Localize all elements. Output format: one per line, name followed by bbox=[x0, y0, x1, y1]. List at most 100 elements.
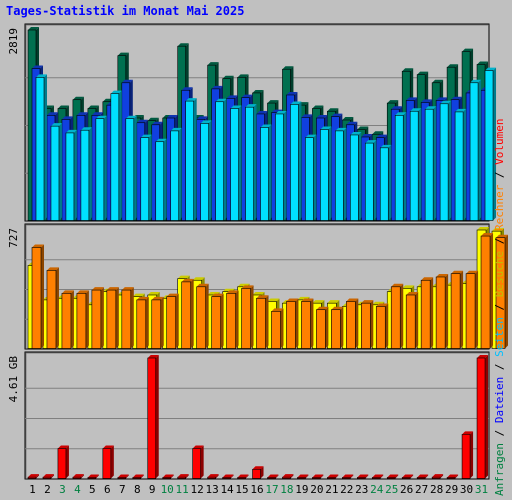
x-tick-label: 4 bbox=[74, 483, 81, 496]
bar-rechner bbox=[46, 267, 59, 349]
bar-seiten bbox=[155, 138, 167, 221]
legend-entry: / bbox=[493, 231, 506, 251]
bar-seiten bbox=[394, 112, 407, 221]
bar-seiten bbox=[65, 129, 77, 221]
x-tick-label: 29 bbox=[445, 483, 458, 496]
legend-entry: / bbox=[493, 357, 506, 377]
bar-volumen bbox=[147, 355, 159, 479]
bar-seiten bbox=[185, 98, 197, 221]
x-tick-label: 5 bbox=[89, 483, 96, 496]
bar-volumen bbox=[356, 474, 369, 479]
bar-seiten bbox=[50, 123, 62, 221]
x-tick-label: 10 bbox=[161, 483, 174, 496]
x-tick-label: 12 bbox=[191, 483, 204, 496]
x-tick-label: 14 bbox=[220, 483, 234, 496]
bar-volumen bbox=[431, 474, 444, 479]
bar-seiten bbox=[484, 67, 497, 221]
bar-rechner bbox=[196, 283, 209, 349]
legend-entry: Rechner bbox=[493, 184, 506, 231]
bar-rechner bbox=[286, 298, 299, 349]
bar-seiten bbox=[260, 124, 272, 221]
bar-seiten bbox=[275, 110, 287, 221]
bar-seiten bbox=[80, 127, 92, 221]
bar-volumen bbox=[87, 474, 99, 479]
x-tick-label: 1 bbox=[29, 483, 36, 496]
legend-entry: Besuche bbox=[493, 251, 506, 297]
bar-seiten bbox=[35, 74, 47, 221]
legend-entry: Anfragen bbox=[493, 443, 506, 496]
bar-seiten bbox=[469, 79, 482, 221]
bar-seiten bbox=[245, 104, 257, 221]
x-tick-label: 9 bbox=[149, 483, 156, 496]
x-tick-label: 30 bbox=[460, 483, 473, 496]
bar-volumen bbox=[297, 474, 309, 479]
bar-seiten bbox=[230, 105, 242, 221]
y-max-label: 727 bbox=[7, 228, 20, 248]
bar-volumen bbox=[102, 445, 114, 479]
bar-rechner bbox=[166, 293, 179, 349]
bar-volumen bbox=[267, 474, 279, 479]
bar-volumen bbox=[27, 474, 39, 479]
x-tick-label: 17 bbox=[265, 483, 278, 496]
bar-volumen bbox=[72, 474, 84, 479]
legend-entry: Dateien bbox=[493, 377, 506, 423]
panel-bottom bbox=[24, 351, 490, 480]
bar-seiten bbox=[140, 134, 152, 221]
bar-volumen bbox=[192, 445, 204, 479]
bar-seiten bbox=[290, 101, 302, 221]
x-tick-label: 27 bbox=[415, 483, 428, 496]
bar-seiten bbox=[95, 115, 107, 221]
bar-seiten bbox=[335, 127, 347, 221]
x-tick-label: 24 bbox=[370, 483, 384, 496]
bar-rechner bbox=[211, 293, 224, 349]
bar-volumen bbox=[222, 474, 234, 479]
bar-rechner bbox=[151, 296, 164, 349]
bar-seiten bbox=[424, 106, 437, 221]
legend: Anfragen / Dateien / Seiten / Besuche / … bbox=[493, 118, 506, 496]
bar-rechner bbox=[136, 296, 149, 349]
bar-seiten bbox=[125, 115, 137, 221]
bar-rechner bbox=[181, 278, 194, 349]
bar-rechner bbox=[226, 290, 239, 349]
bar-seiten bbox=[379, 144, 392, 221]
bar-seiten bbox=[364, 140, 377, 221]
bar-seiten bbox=[170, 127, 182, 221]
bar-volumen bbox=[461, 431, 474, 479]
bar-rechner bbox=[390, 283, 404, 349]
bar-rechner bbox=[375, 303, 389, 349]
bar-rechner bbox=[241, 285, 254, 349]
x-tick-label: 28 bbox=[430, 483, 443, 496]
bar-volumen bbox=[386, 474, 399, 479]
bar-volumen bbox=[177, 474, 189, 479]
x-tick-label: 11 bbox=[176, 483, 189, 496]
x-tick-label: 15 bbox=[235, 483, 248, 496]
bar-volumen bbox=[342, 474, 354, 479]
y-max-label: 2819 bbox=[7, 28, 20, 55]
x-tick-label: 23 bbox=[355, 483, 368, 496]
bar-seiten bbox=[110, 90, 122, 221]
bar-volumen bbox=[207, 474, 219, 479]
bar-volumen bbox=[401, 474, 414, 479]
legend-entry: / bbox=[493, 297, 506, 317]
bar-rechner bbox=[435, 273, 449, 349]
bar-volumen bbox=[237, 474, 249, 479]
bar-rechner bbox=[450, 270, 464, 349]
bar-rechner bbox=[346, 298, 359, 349]
bar-volumen bbox=[476, 355, 489, 479]
legend-entry: Seiten bbox=[493, 317, 506, 357]
x-tick-label: 31 bbox=[475, 483, 488, 496]
bar-volumen bbox=[327, 474, 339, 479]
bar-volumen bbox=[132, 474, 144, 479]
x-tick-label: 6 bbox=[104, 483, 111, 496]
x-tick-label: 2 bbox=[44, 483, 51, 496]
bar-rechner bbox=[316, 306, 329, 349]
bar-seiten bbox=[200, 120, 212, 221]
legend-entry: / bbox=[493, 165, 506, 185]
bar-rechner bbox=[256, 295, 269, 349]
x-tick-label: 22 bbox=[340, 483, 353, 496]
legend-entry: / bbox=[493, 423, 506, 443]
x-tick-label: 25 bbox=[385, 483, 398, 496]
y-max-label: 4.61 GB bbox=[7, 356, 20, 403]
x-tick-label: 8 bbox=[134, 483, 141, 496]
bar-rechner bbox=[465, 270, 479, 349]
